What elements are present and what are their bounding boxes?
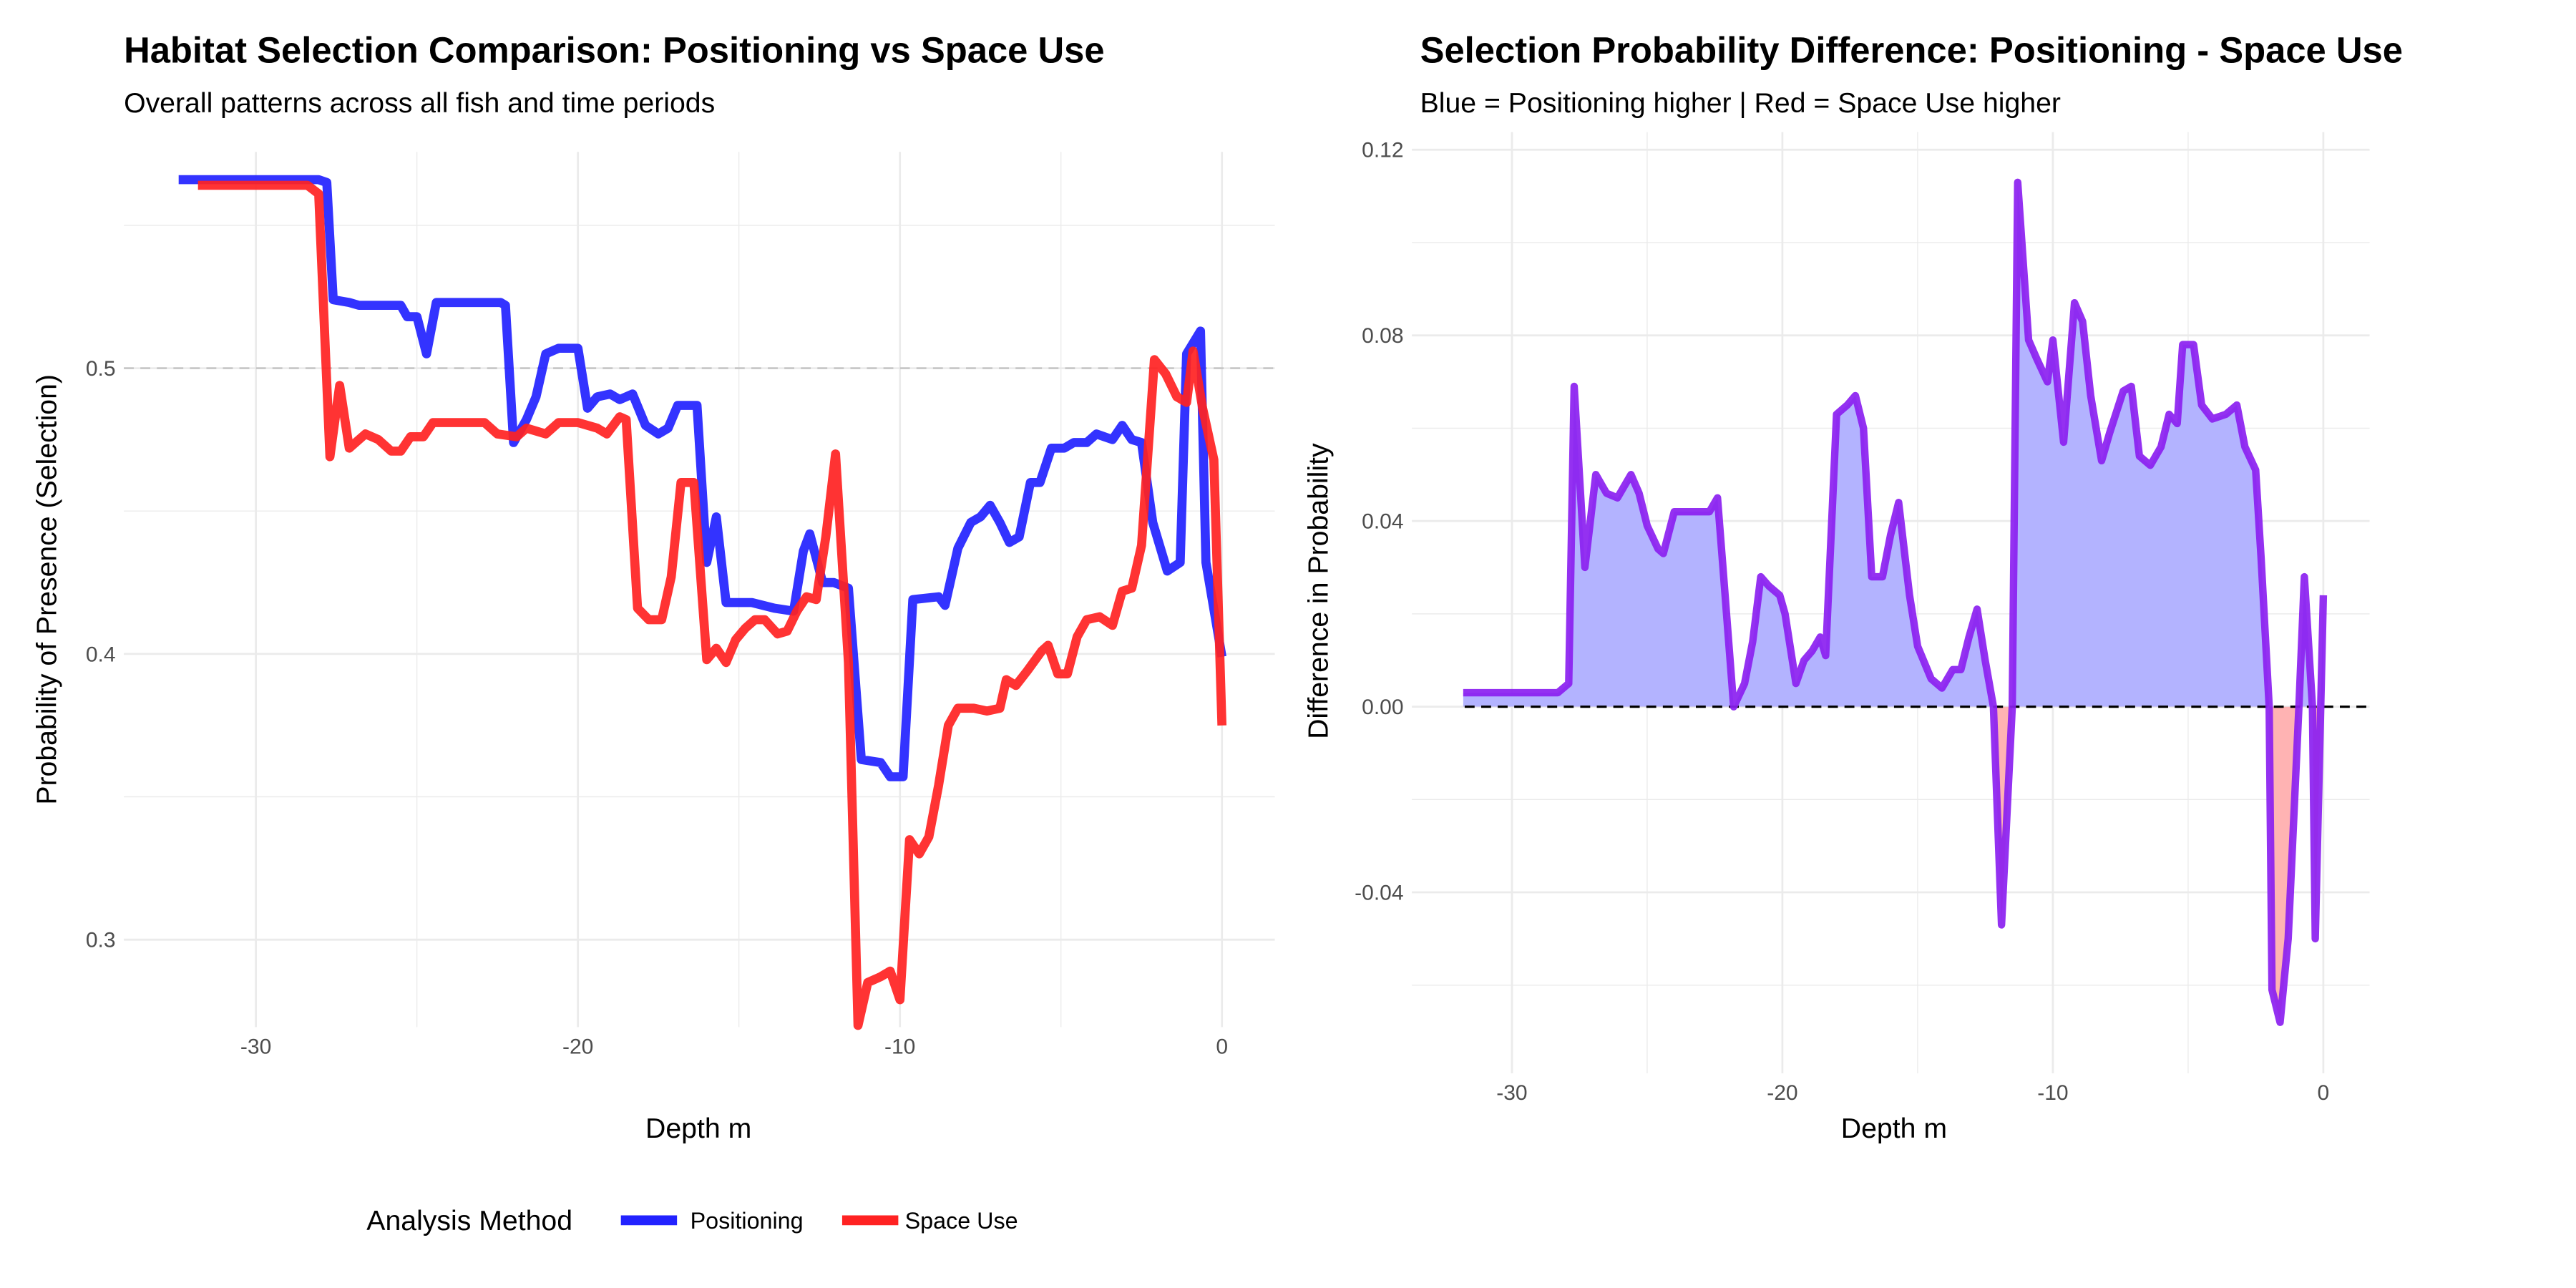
y-tick-label: 0.12 — [1362, 139, 1403, 162]
legend: Analysis Method Positioning Space Use — [366, 1205, 1018, 1236]
y-tick-label: 0.04 — [1362, 510, 1403, 534]
y-tick-label: 0.08 — [1362, 324, 1403, 348]
legend-label-positioning: Positioning — [691, 1208, 804, 1234]
right-panel: Selection Probability Difference: Positi… — [1302, 30, 2403, 1144]
series-line-positioning — [178, 175, 1226, 781]
left-title: Habitat Selection Comparison: Positionin… — [124, 30, 1105, 71]
x-tick-label: -20 — [1767, 1081, 1797, 1105]
positive-area-fill — [1463, 182, 2323, 707]
series-line-space-use — [197, 180, 1227, 1030]
y-tick-label: -0.04 — [1355, 881, 1403, 904]
y-tick-label: 0.00 — [1362, 696, 1403, 719]
x-tick-label: 0 — [1216, 1035, 1228, 1058]
left-y-axis-title: Probability of Presence (Selection) — [31, 374, 62, 805]
y-tick-label: 0.3 — [86, 929, 116, 952]
y-tick-label: 0.4 — [86, 643, 116, 666]
x-tick-label: -10 — [2037, 1081, 2068, 1105]
right-title: Selection Probability Difference: Positi… — [1420, 30, 2403, 71]
right-x-axis-title: Depth m — [1841, 1113, 1947, 1144]
x-tick-label: -10 — [884, 1035, 915, 1058]
legend-title: Analysis Method — [366, 1205, 572, 1236]
x-tick-label: -20 — [562, 1035, 593, 1058]
legend-label-space-use: Space Use — [905, 1208, 1018, 1234]
y-tick-label: 0.5 — [86, 357, 116, 381]
x-tick-label: -30 — [1496, 1081, 1527, 1105]
left-subtitle: Overall patterns across all fish and tim… — [124, 87, 715, 119]
left-x-axis-title: Depth m — [645, 1113, 751, 1144]
difference-line — [1463, 178, 2328, 1026]
x-tick-label: 0 — [2318, 1081, 2330, 1105]
left-panel: Habitat Selection Comparison: Positionin… — [31, 30, 1275, 1144]
right-subtitle: Blue = Positioning higher | Red = Space … — [1420, 87, 2061, 119]
x-tick-label: -30 — [240, 1035, 271, 1058]
right-y-axis-title: Difference in Probability — [1302, 443, 1334, 739]
